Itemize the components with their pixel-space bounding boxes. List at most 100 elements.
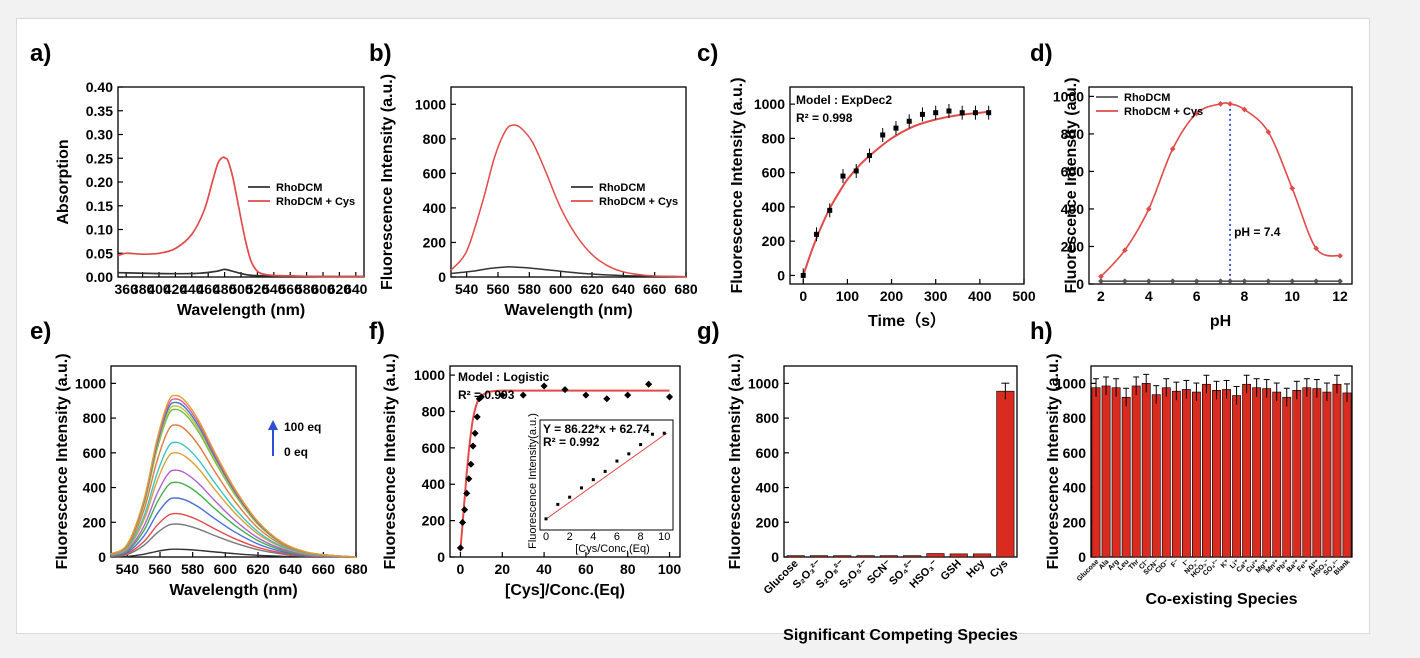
data-point [986,110,992,116]
legend-entry: RhoDCM [1124,92,1170,104]
bar [1302,387,1312,558]
bar [786,555,805,558]
bar [1252,387,1262,558]
x-axis-label: pH [1210,313,1231,330]
x-tick-label: 640 [344,281,368,297]
y-axis-label: Fluorescence Intensity (a.u.) [727,353,744,569]
data-point [1313,245,1319,252]
bar [1342,392,1352,558]
y-tick-label: 1000 [75,375,106,391]
y-axis-label: Fluorescence Intensity (a.u.) [379,74,396,290]
data-point [1241,106,1248,113]
bar [1332,383,1342,558]
x-tick-label: 400 [968,288,992,304]
titration-curve [110,469,357,558]
y-tick-label: 1000 [414,367,445,383]
inset-r2: R² = 0.992 [543,435,600,449]
category-label: F⁻ [1170,558,1181,569]
data-point [603,395,611,403]
y-tick-label: 0.10 [86,222,113,238]
x-axis-label: Wavelength (nm) [169,582,297,599]
y-tick-label: 1000 [754,96,785,112]
inset-point [591,478,595,482]
y-tick-label: 0.00 [86,269,113,285]
data-point [1169,146,1176,152]
x-tick-label: 20 [494,561,510,577]
y-tick-label: 800 [423,131,447,147]
data-point [972,110,978,116]
x-tick-label: 580 [295,281,319,297]
data-point [866,153,872,159]
x-tick-label: 540 [455,281,479,297]
data-point [1265,129,1272,135]
panel-label: b) [369,40,392,67]
bar [1202,383,1211,558]
data-point [561,386,569,394]
data-point [906,118,912,124]
data-point [498,391,506,399]
series-rhodcm-cys [117,156,365,278]
y-tick-label: 600 [83,445,107,461]
y-tick-label: 0.20 [86,174,113,190]
data-point [1227,101,1233,107]
x-tick-label: 500 [229,281,253,297]
y-tick-label: 200 [1061,238,1085,254]
bar [973,553,992,558]
x-tick-label: 0 [799,288,807,304]
x-tick-label: 600 [549,281,573,297]
data-point [1122,278,1128,285]
annotation-100eq: 100 eq [284,420,321,434]
y-axis-label: Fluorescence Intensity (a.u.) [729,77,746,293]
x-tick-label: 620 [580,281,604,297]
bar [1292,390,1302,558]
y-tick-label: 200 [1063,514,1087,530]
y-tick-label: 0 [437,549,445,565]
bar [1171,390,1181,558]
bar [1151,394,1161,558]
x-tick-label: 520 [246,281,270,297]
bar [1121,396,1131,558]
x-tick-label: 600 [311,281,335,297]
bar [1161,387,1171,558]
x-tick-label: 300 [924,288,948,304]
y-tick-label: 0 [1078,549,1086,565]
data-point [1289,278,1296,285]
plot-frame [450,86,687,278]
bar [1312,388,1322,558]
x-tick-label: 680 [344,561,368,577]
bar [1181,389,1191,558]
y-tick-label: 400 [762,199,786,215]
y-tick-label: 0 [98,549,106,565]
data-point [880,132,886,138]
x-tick-label: 540 [262,281,286,297]
y-tick-label: 400 [1061,201,1085,217]
panel-e: e) 0 200 400 600 800 1000 540 560 580 600 620 640 660… [30,318,368,599]
inset-x-tick: 0 [543,531,549,543]
fit-curve [802,110,989,276]
bar [809,555,828,558]
data-point [540,382,548,390]
panel-label: h) [1030,318,1053,345]
y-tick-label: 800 [1061,126,1085,142]
model-label: Model : ExpDec2 [796,93,892,107]
panel-label: f) [369,318,385,345]
y-tick-label: 200 [83,514,107,530]
inset-point [662,431,666,435]
x-tick-label: 660 [312,561,336,577]
plot-frame [449,365,681,558]
plot-frame [789,86,1025,285]
plot-frame [783,365,1018,558]
inset-point [579,486,583,490]
data-point [1098,278,1104,285]
data-point [624,391,632,399]
data-point [1337,253,1343,259]
x-tick-label: 60 [578,561,594,577]
y-axis-label: Fluorescence Intensity (a.u.) [1063,77,1080,293]
x-tick-label: 40 [536,561,552,577]
x-tick-label: 4 [1145,288,1153,304]
bar [1242,383,1252,558]
data-point [800,272,806,278]
data-point [461,506,469,514]
data-point [463,489,471,497]
